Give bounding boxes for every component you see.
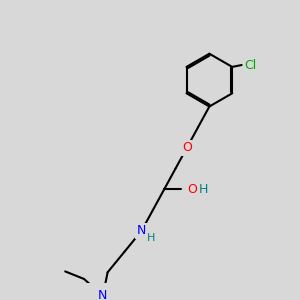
Text: H: H xyxy=(147,233,155,243)
Text: O: O xyxy=(182,142,192,154)
Text: Cl: Cl xyxy=(244,58,256,71)
Text: N: N xyxy=(137,224,146,237)
Text: O: O xyxy=(188,183,197,196)
Text: H: H xyxy=(199,183,208,196)
Text: N: N xyxy=(98,290,108,300)
